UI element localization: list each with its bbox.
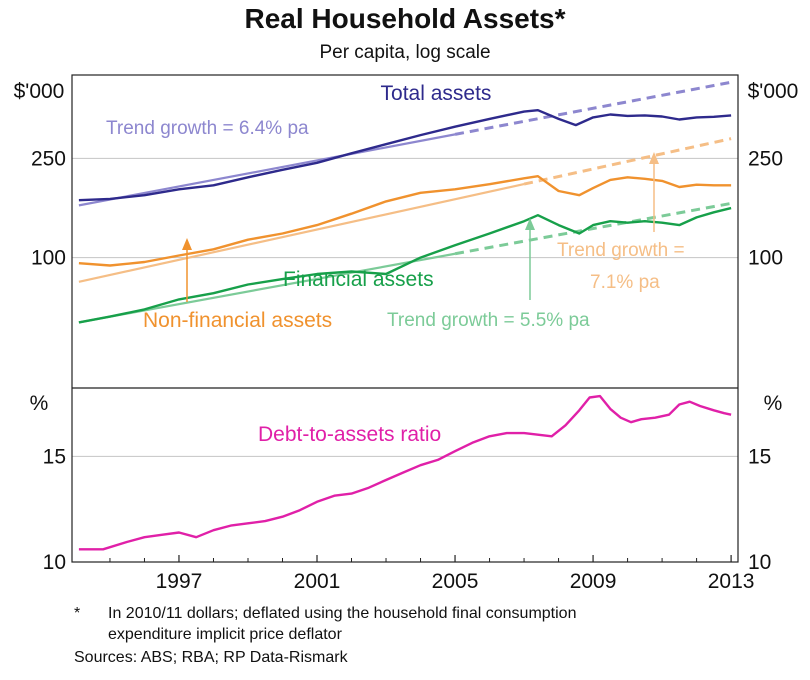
series-lines [78,80,732,551]
x-tick-2005: 2005 [432,570,479,593]
y-tick-right-debt-15: 15 [748,445,771,468]
annotation-arrows [182,152,659,302]
y-tick-left-assets-100: 100 [31,247,66,270]
trend-dashed-2 [454,201,732,256]
gridlines [72,157,738,457]
label-total-assets: Total assets [381,82,492,105]
footnote-line-2: expenditure implicit price deflator [108,626,343,643]
series-debt-to-assets-ratio [78,394,732,551]
footnote-marker: * [74,605,80,622]
label-trend-nonfinancial-line1: Trend growth = [557,240,685,261]
arrow-head-trend-financial [525,218,535,230]
y-tick-right-assets-250: 250 [748,147,783,170]
series-financial-assets [78,206,732,324]
series-non-financial-assets [78,175,732,267]
trend-dashed-1 [523,137,732,186]
tick-labels: 100 100 250 250 10 10 15 15 1997 2001 2005 2009 2013 [31,147,783,593]
bottom-left-unit-label: % [30,392,49,415]
chart-title: Real Household Assets* [244,3,565,34]
label-trend-financial: Trend growth = 5.5% pa [387,310,590,331]
arrow-head-trend-nonfinancial [649,152,659,164]
trend-solid-1 [78,183,525,283]
top-right-unit-label: $'000 [748,80,799,103]
label-debt-to-assets: Debt-to-assets ratio [258,423,441,446]
y-tick-right-debt-10: 10 [748,551,771,574]
sources-note: Sources: ABS; RBA; RP Data-Rismark [74,649,349,666]
label-trend-total: Trend growth = 6.4% pa [106,118,309,139]
y-tick-right-assets-100: 100 [748,247,783,270]
top-left-unit-label: $'000 [14,80,65,103]
series-total-assets [78,109,732,202]
x-tick-2001: 2001 [294,570,341,593]
label-non-financial-assets: Non-financial assets [143,309,332,332]
label-trend-nonfinancial-line2: 7.1% pa [590,272,660,293]
x-tick-2013: 2013 [708,570,755,593]
plot-frame [71,74,739,563]
footnote-line-1: In 2010/11 dollars; deflated using the h… [108,605,576,622]
x-tick-1997: 1997 [156,570,203,593]
y-tick-left-debt-15: 15 [43,445,66,468]
trend-solid-0 [78,133,456,207]
chart-subtitle: Per capita, log scale [319,42,490,63]
x-tick-2009: 2009 [570,570,617,593]
bottom-right-unit-label: % [764,392,783,415]
y-tick-left-assets-250: 250 [31,147,66,170]
arrow-head-non-financial [182,238,192,250]
label-financial-assets: Financial assets [283,268,434,291]
y-tick-left-debt-10: 10 [43,551,66,574]
trend-dashed-0 [454,80,732,136]
